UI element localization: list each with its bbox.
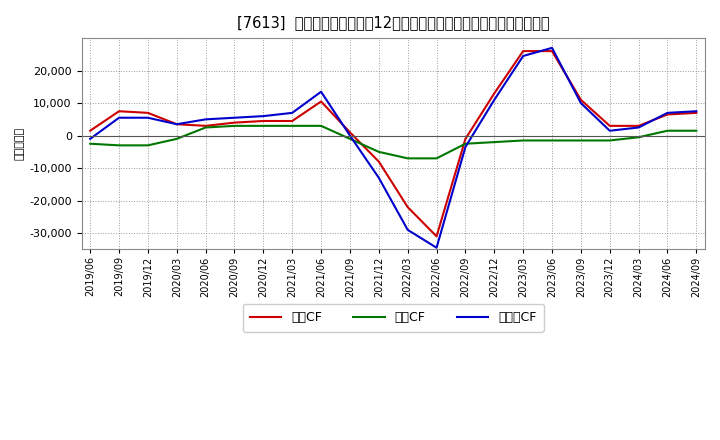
- 営業CF: [230, 120, 239, 125]
- 営業CF: [288, 118, 297, 124]
- 営業CF: [519, 48, 528, 54]
- 営業CF: [577, 97, 585, 103]
- 投資CF: [692, 128, 701, 133]
- 投資CF: [317, 123, 325, 128]
- 営業CF: [173, 121, 181, 127]
- 営業CF: [86, 128, 94, 133]
- フリーCF: [490, 97, 499, 103]
- フリーCF: [548, 45, 557, 51]
- 営業CF: [692, 110, 701, 115]
- フリーCF: [143, 115, 152, 121]
- Legend: 営業CF, 投資CF, フリーCF: 営業CF, 投資CF, フリーCF: [243, 304, 544, 332]
- フリーCF: [288, 110, 297, 115]
- フリーCF: [114, 115, 123, 121]
- フリーCF: [461, 144, 469, 150]
- フリーCF: [403, 227, 412, 232]
- 営業CF: [606, 123, 614, 128]
- 投資CF: [432, 156, 441, 161]
- 投資CF: [288, 123, 297, 128]
- 投資CF: [143, 143, 152, 148]
- 投資CF: [663, 128, 672, 133]
- 投資CF: [86, 141, 94, 147]
- 投資CF: [259, 123, 268, 128]
- フリーCF: [663, 110, 672, 115]
- 投資CF: [519, 138, 528, 143]
- 営業CF: [663, 112, 672, 117]
- フリーCF: [432, 245, 441, 250]
- 営業CF: [114, 109, 123, 114]
- Title: [7613]  キャッシュフローの12か月移動合計の対前年同期増減額の推移: [7613] キャッシュフローの12か月移動合計の対前年同期増減額の推移: [237, 15, 549, 30]
- 投資CF: [114, 143, 123, 148]
- フリーCF: [317, 89, 325, 94]
- フリーCF: [173, 121, 181, 127]
- 投資CF: [548, 138, 557, 143]
- 営業CF: [432, 234, 441, 239]
- Line: 営業CF: 営業CF: [90, 51, 696, 236]
- 投資CF: [490, 139, 499, 145]
- フリーCF: [606, 128, 614, 133]
- 投資CF: [374, 149, 383, 154]
- 営業CF: [317, 99, 325, 104]
- フリーCF: [374, 175, 383, 180]
- 営業CF: [346, 130, 354, 135]
- 投資CF: [173, 136, 181, 142]
- フリーCF: [519, 53, 528, 59]
- フリーCF: [692, 109, 701, 114]
- 営業CF: [490, 91, 499, 96]
- 投資CF: [230, 123, 239, 128]
- Y-axis label: （百万円）: （百万円）: [15, 127, 25, 160]
- 営業CF: [461, 136, 469, 142]
- 投資CF: [606, 138, 614, 143]
- フリーCF: [577, 100, 585, 106]
- フリーCF: [86, 136, 94, 142]
- フリーCF: [202, 117, 210, 122]
- フリーCF: [230, 115, 239, 121]
- 営業CF: [634, 123, 643, 128]
- Line: 投資CF: 投資CF: [90, 126, 696, 158]
- 営業CF: [259, 118, 268, 124]
- 営業CF: [548, 48, 557, 54]
- 営業CF: [403, 205, 412, 210]
- 投資CF: [202, 125, 210, 130]
- 投資CF: [577, 138, 585, 143]
- 投資CF: [634, 135, 643, 140]
- Line: フリーCF: フリーCF: [90, 48, 696, 248]
- 投資CF: [403, 156, 412, 161]
- フリーCF: [346, 133, 354, 138]
- 営業CF: [202, 123, 210, 128]
- フリーCF: [634, 125, 643, 130]
- 営業CF: [374, 159, 383, 164]
- 営業CF: [143, 110, 152, 115]
- フリーCF: [259, 114, 268, 119]
- 投資CF: [346, 136, 354, 142]
- 投資CF: [461, 141, 469, 147]
